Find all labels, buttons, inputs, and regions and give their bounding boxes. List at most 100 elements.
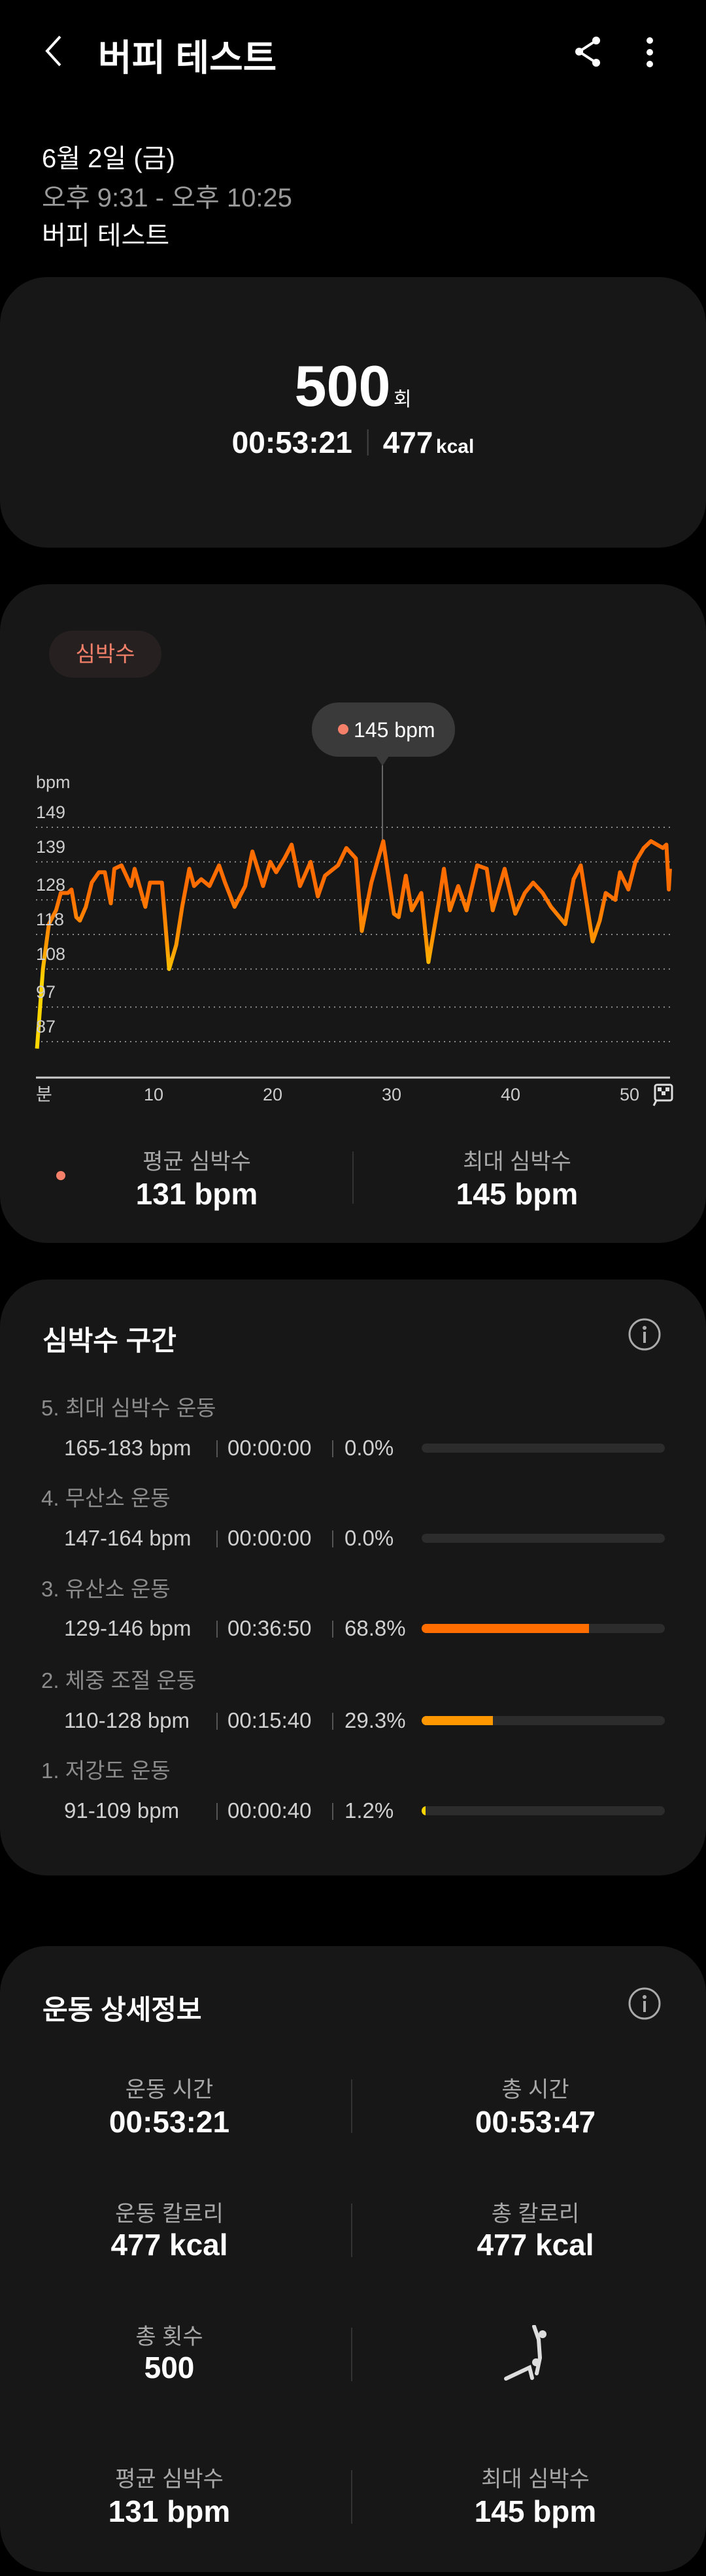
zone-percent: 68.8% bbox=[345, 1616, 406, 1640]
zone-progress-bar bbox=[422, 1806, 665, 1815]
divider bbox=[332, 1621, 333, 1638]
more-vertical-icon[interactable] bbox=[643, 37, 656, 68]
avg-heart-rate-value: 131 bpm bbox=[135, 1177, 258, 1211]
y-tick-label: 97 bbox=[36, 982, 56, 1002]
x-axis-unit-label: 분 bbox=[36, 1085, 52, 1104]
zone-percent: 29.3% bbox=[345, 1708, 406, 1732]
zone-progress-bar bbox=[422, 1534, 665, 1543]
zone-label: 4. 무산소 운동 bbox=[41, 1486, 171, 1510]
divider bbox=[332, 1713, 333, 1730]
divider bbox=[351, 2079, 352, 2133]
avg-heart-rate-dot bbox=[56, 1171, 65, 1180]
zone-row: 147-164 bpm 00:00:00 0.0% bbox=[0, 1524, 706, 1553]
divider bbox=[216, 1803, 218, 1820]
divider bbox=[352, 1151, 354, 1204]
y-tick-label: 87 bbox=[36, 1017, 56, 1036]
max-heart-rate-value: 145 bpm bbox=[456, 1177, 579, 1211]
calories-unit: kcal bbox=[435, 436, 475, 457]
zone-range: 91-109 bpm bbox=[64, 1798, 180, 1823]
zone-row: 110-128 bpm 00:15:40 29.3% bbox=[0, 1706, 706, 1735]
divider bbox=[216, 1621, 218, 1638]
zone-progress-bar bbox=[422, 1444, 665, 1453]
y-tick-label: 118 bbox=[36, 910, 64, 929]
max-heart-rate-value: 145 bpm bbox=[474, 2494, 597, 2528]
zone-progress-fill bbox=[422, 1806, 426, 1815]
total-calories-value: 477 kcal bbox=[477, 2228, 594, 2262]
zone-range: 165-183 bpm bbox=[64, 1436, 192, 1460]
zone-label: 3. 유산소 운동 bbox=[41, 1577, 171, 1601]
zone-progress-fill bbox=[422, 1716, 493, 1725]
details-title: 운동 상세정보 bbox=[42, 1994, 202, 2025]
divider bbox=[216, 1530, 218, 1547]
divider bbox=[216, 1713, 218, 1730]
count-unit: 회 bbox=[393, 389, 412, 410]
x-tick-label: 50 bbox=[620, 1085, 639, 1104]
zone-row: 165-183 bpm 00:00:00 0.0% bbox=[0, 1434, 706, 1462]
zone-label: 5. 최대 심박수 운동 bbox=[41, 1396, 216, 1420]
share-icon[interactable] bbox=[573, 35, 603, 68]
zone-percent: 0.0% bbox=[345, 1526, 394, 1550]
workout-calories-label: 운동 칼로리 bbox=[115, 2202, 224, 2226]
y-tick-label: 149 bbox=[36, 802, 65, 822]
workout-name: 버피 테스트 bbox=[42, 222, 170, 250]
total-time-label: 총 시간 bbox=[501, 2077, 569, 2102]
zone-range: 110-128 bpm bbox=[64, 1708, 190, 1732]
x-tick-label: 40 bbox=[501, 1085, 520, 1104]
zone-label: 1. 저강도 운동 bbox=[41, 1759, 171, 1783]
count-display: 500 회 bbox=[295, 353, 412, 420]
zone-time: 00:00:00 bbox=[227, 1436, 312, 1460]
avg-heart-rate-value: 131 bpm bbox=[108, 2494, 231, 2528]
summary-stats: 00:53:21 477 kcal bbox=[232, 425, 475, 460]
divider bbox=[351, 2328, 352, 2381]
divider bbox=[332, 1530, 333, 1547]
workout-date: 6월 2일 (금) bbox=[42, 144, 175, 173]
zone-row: 91-109 bpm 00:00:40 1.2% bbox=[0, 1796, 706, 1825]
zone-time: 00:36:50 bbox=[227, 1616, 312, 1640]
calories-value: 477 bbox=[382, 425, 433, 459]
info-icon[interactable] bbox=[628, 1317, 662, 1351]
workout-calories-value: 477 kcal bbox=[110, 2228, 228, 2262]
summary-card bbox=[0, 277, 706, 548]
tooltip-bubble bbox=[312, 702, 455, 757]
tooltip-arrow bbox=[376, 756, 389, 766]
max-heart-rate-label: 최대 심박수 bbox=[481, 2467, 590, 2492]
divider bbox=[351, 2470, 352, 2524]
back-button[interactable] bbox=[43, 34, 64, 68]
workout-details-card bbox=[0, 1946, 706, 2572]
avg-heart-rate-label: 평균 심박수 bbox=[143, 1149, 251, 1174]
zone-percent: 0.0% bbox=[345, 1436, 394, 1460]
tooltip-dot bbox=[338, 724, 348, 735]
total-calories-label: 총 칼로리 bbox=[491, 2202, 580, 2226]
duration-value: 00:53:21 bbox=[231, 425, 352, 459]
total-time-value: 00:53:47 bbox=[475, 2105, 596, 2139]
avg-heart-rate-label: 평균 심박수 bbox=[115, 2467, 224, 2492]
y-axis-unit-label: bpm bbox=[36, 772, 71, 792]
finish-flag-icon bbox=[652, 1083, 673, 1106]
zone-progress-bar bbox=[422, 1624, 665, 1633]
zone-percent: 1.2% bbox=[345, 1798, 394, 1823]
x-tick-label: 20 bbox=[263, 1085, 282, 1104]
tooltip-text: 145 bpm bbox=[354, 718, 435, 742]
workout-time-value: 00:53:21 bbox=[109, 2105, 230, 2139]
y-tick-label: 139 bbox=[36, 837, 65, 857]
zones-title: 심박수 구간 bbox=[42, 1325, 176, 1356]
zone-range: 147-164 bpm bbox=[64, 1526, 192, 1550]
tab-heart-rate[interactable]: 심박수 bbox=[49, 631, 161, 678]
divider bbox=[332, 1440, 333, 1457]
zone-progress-bar bbox=[422, 1716, 665, 1725]
max-heart-rate-label: 최대 심박수 bbox=[463, 1149, 571, 1174]
total-reps-value: 500 bbox=[144, 2351, 195, 2385]
info-icon[interactable] bbox=[628, 1987, 662, 2021]
burpee-icon bbox=[504, 2325, 546, 2381]
x-tick-label: 10 bbox=[144, 1085, 163, 1104]
y-tick-label: 108 bbox=[36, 944, 65, 964]
divider bbox=[367, 429, 369, 455]
workout-time-range: 오후 9:31 - 오후 10:25 bbox=[42, 184, 292, 212]
x-tick-label: 30 bbox=[382, 1085, 401, 1104]
heart-rate-series-line bbox=[35, 839, 672, 1049]
divider bbox=[216, 1440, 218, 1457]
total-reps-label: 총 횟수 bbox=[135, 2324, 203, 2349]
y-tick-label: 128 bbox=[36, 875, 65, 895]
zone-time: 00:00:40 bbox=[227, 1798, 312, 1823]
heart-rate-chart[interactable]: 145 bpm bpm 149 139 128 118 108 97 87 분 10 20 30 40 5… bbox=[0, 693, 706, 1111]
